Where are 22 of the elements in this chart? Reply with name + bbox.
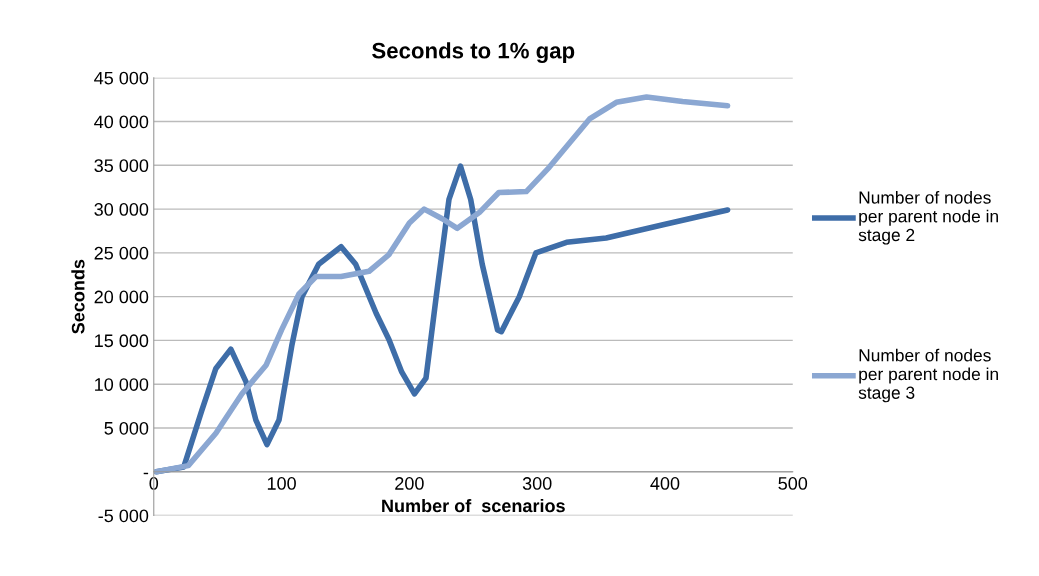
y-tick-label: - — [143, 472, 149, 475]
y-tick-label: 40 000 — [94, 115, 149, 129]
x-tick-label: 300 — [522, 477, 552, 490]
x-tick-label: 400 — [650, 477, 680, 490]
legend-label: Number of nodes per parent node in stage 3 — [858, 348, 998, 403]
y-tick-label: 25 000 — [94, 246, 149, 260]
y-tick-label: 20 000 — [94, 290, 149, 304]
x-axis-title: Number of scenarios — [382, 498, 565, 513]
y-tick-label: 5 000 — [104, 421, 149, 435]
chart-title: Seconds to 1% gap — [372, 42, 575, 64]
y-tick-label: 30 000 — [94, 203, 149, 216]
y-tick-label: 35 000 — [94, 159, 149, 173]
y-tick-label: 10 000 — [95, 378, 149, 391]
x-tick-label: 500 — [778, 477, 808, 490]
x-tick-label: 100 — [267, 477, 296, 490]
y-axis-title: Seconds — [71, 259, 85, 334]
y-tick-label: -5 000 — [98, 509, 149, 523]
x-tick-label: 200 — [395, 477, 424, 490]
x-tick-label: 0 — [149, 477, 159, 490]
y-tick-label: 45 000 — [94, 71, 149, 85]
legend-label: Number of nodes per parent node in stage 2 — [858, 190, 998, 245]
y-tick-label: 15 000 — [95, 334, 149, 348]
